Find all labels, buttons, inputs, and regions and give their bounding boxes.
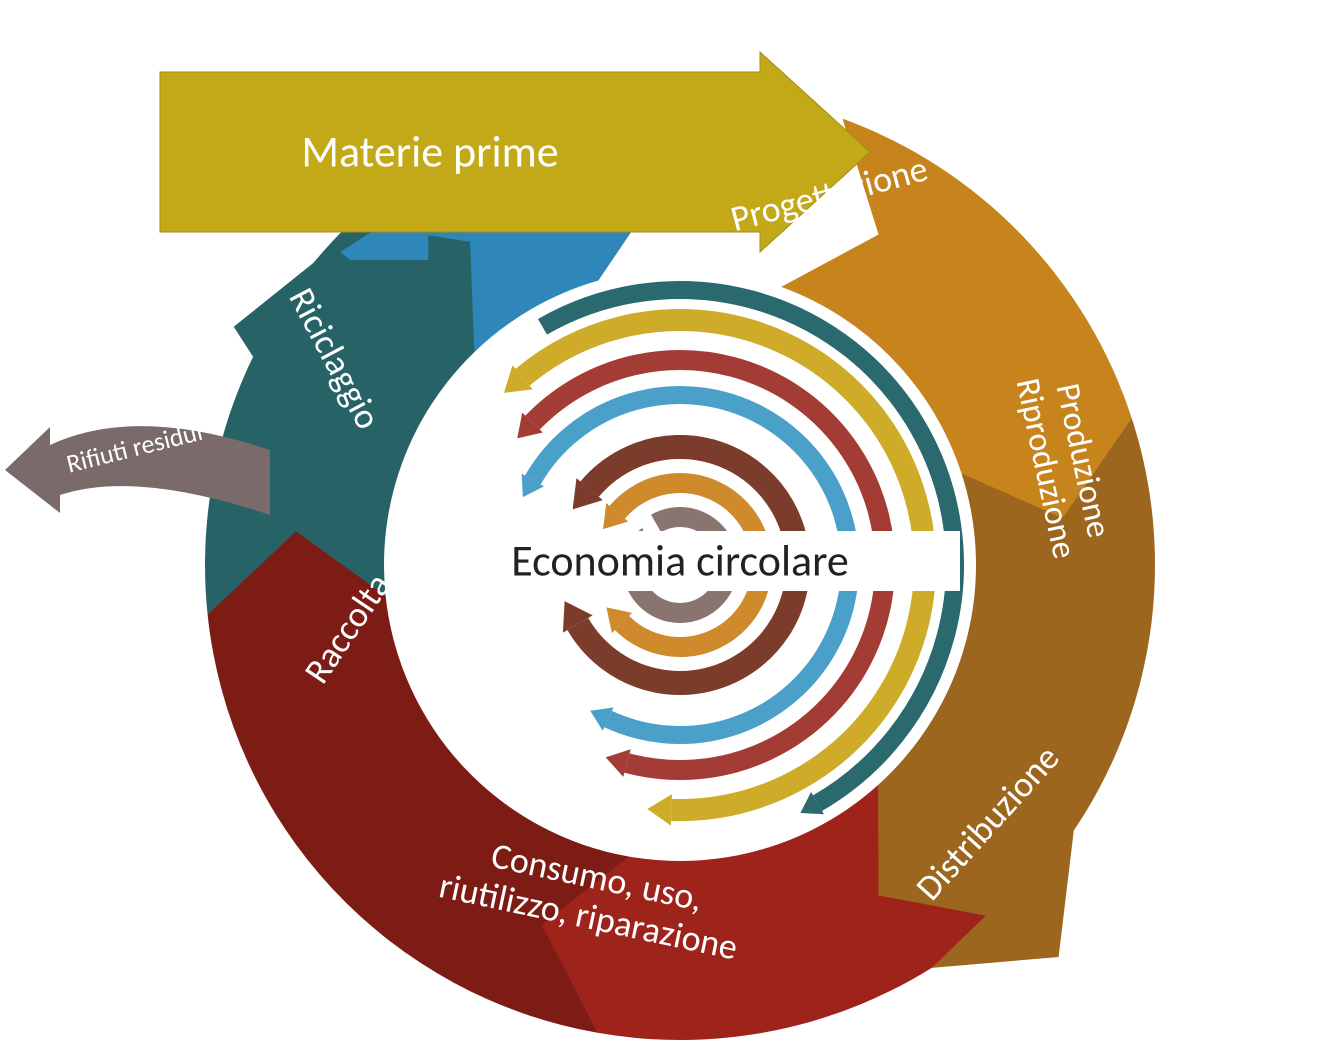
center-label: Economia circolare xyxy=(511,534,849,588)
circular-economy-diagram: Materie primeRifiuti residuiProgettazion… xyxy=(0,0,1329,1050)
materie-prime-label: Materie prime xyxy=(301,125,558,179)
